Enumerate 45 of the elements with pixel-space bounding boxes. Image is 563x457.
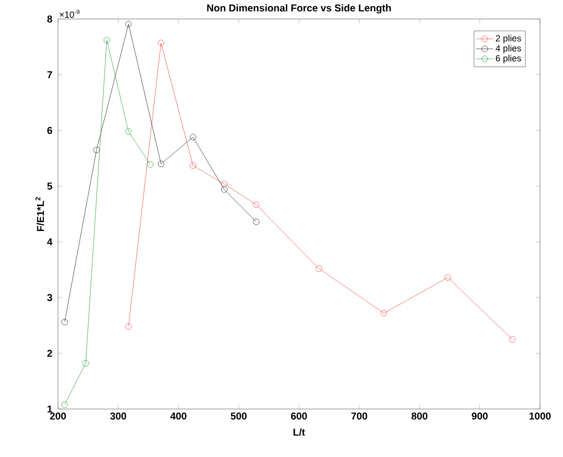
point xyxy=(61,401,68,408)
x-tick-label: 1000 xyxy=(530,412,551,420)
point xyxy=(158,40,164,46)
point xyxy=(125,323,132,330)
y-tick-label: 5 xyxy=(47,182,52,190)
x-tick-label: 500 xyxy=(230,412,247,420)
x-tick-label: 300 xyxy=(110,412,126,420)
x-tick-label: 600 xyxy=(291,412,307,420)
y-tick-label: 6 xyxy=(47,126,52,134)
y-axis-title: F/E1*L$^{2}$ xyxy=(35,197,44,232)
x-tick-label: 400 xyxy=(170,412,186,420)
x-tick-label: 800 xyxy=(412,412,428,420)
y-tick-label: 7 xyxy=(47,71,52,78)
point xyxy=(253,201,260,208)
point xyxy=(125,128,132,135)
x-tick-label: 700 xyxy=(351,412,368,420)
point xyxy=(221,180,228,188)
point xyxy=(82,360,89,367)
text: ×10$^{-9}$ xyxy=(60,10,80,18)
y-tick-label: 2 xyxy=(47,350,52,357)
legend-label: 2 plies xyxy=(496,34,522,44)
x-tick-label: 900 xyxy=(472,412,488,420)
point xyxy=(380,310,388,316)
y-tick-label: 1 xyxy=(48,406,52,412)
point xyxy=(316,265,322,272)
legend-label: 4 plies xyxy=(496,44,522,54)
point xyxy=(61,318,68,326)
x-axis-title: L/t xyxy=(294,428,305,436)
point xyxy=(93,146,100,154)
point xyxy=(190,134,196,140)
y-tick-label: 4 xyxy=(47,238,52,246)
point xyxy=(125,20,132,28)
y-tick-label: 3 xyxy=(47,294,52,302)
point xyxy=(253,218,260,225)
point xyxy=(104,36,110,44)
point xyxy=(509,336,516,343)
y-tick-label: 8 xyxy=(47,15,52,23)
point xyxy=(146,161,154,168)
point xyxy=(190,162,196,169)
chart-title: Non Dimensional Force vs Side Length xyxy=(207,4,391,14)
x-tick-label: 200 xyxy=(50,412,66,420)
point xyxy=(221,186,228,193)
point xyxy=(158,160,164,168)
legend-label: 6 plies xyxy=(496,54,522,64)
point xyxy=(444,274,452,281)
